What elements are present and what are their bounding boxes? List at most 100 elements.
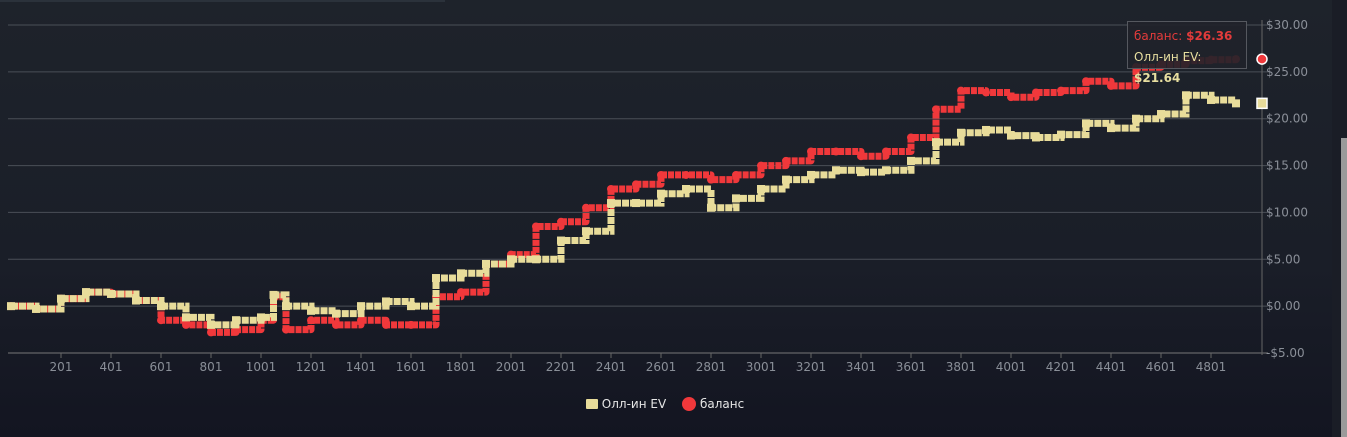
balance-point: [557, 217, 565, 226]
balance-point: [532, 222, 540, 231]
x-tick-label: 2201: [546, 360, 577, 374]
tooltip-ev-label: Олл-ин EV:: [1134, 50, 1202, 64]
balance-point: [782, 156, 790, 165]
balance-point: [207, 328, 215, 337]
y-tick-label: $5.00: [1266, 252, 1300, 266]
balance-point: [282, 325, 290, 334]
y-tick-label: -$5.00: [1266, 346, 1305, 360]
balance-point: [832, 147, 840, 156]
ev-point: [407, 302, 415, 311]
balance-point: [1107, 81, 1115, 90]
legend-item-balance[interactable]: баланс: [670, 396, 744, 411]
ev-point: [482, 259, 490, 268]
balance-point: [157, 316, 165, 325]
legend-item-ev[interactable]: Олл-ин EV: [585, 396, 667, 411]
ev-point: [982, 125, 990, 134]
ev-point: [1007, 131, 1015, 140]
x-tick-label: 2001: [496, 360, 527, 374]
ev-point: [532, 255, 540, 264]
y-tick-label: $30.00: [1266, 18, 1308, 32]
ev-point: [1032, 133, 1040, 142]
x-tick-label: 3201: [796, 360, 827, 374]
tooltip-ev-value: $21.64: [1134, 71, 1181, 85]
series-line-ev: [11, 91, 1240, 329]
x-tick-label: 4001: [996, 360, 1027, 374]
y-tick-label: $0.00: [1266, 299, 1300, 313]
line-chart: 201 401 601 801 1001 1201 1401 1601 1801 2001 2201…: [7, 18, 1308, 374]
ev-point: [932, 138, 940, 147]
balance-point: [857, 152, 865, 161]
balance-point: [407, 320, 415, 329]
legend: Олл-ин EV баланс: [0, 396, 1330, 411]
x-tick-label: 4401: [1096, 360, 1127, 374]
hover-point-ev: [1256, 97, 1268, 110]
legend-label-ev: Олл-ин EV: [601, 396, 667, 411]
x-tick-label: 801: [200, 360, 223, 374]
ev-point: [882, 166, 890, 175]
x-tick-label: 2401: [596, 360, 627, 374]
balance-point: [957, 86, 965, 95]
ev-point: [857, 168, 865, 177]
ev-point: [507, 255, 515, 264]
ev-point: [557, 236, 565, 245]
ev-point: [682, 185, 690, 193]
ev-point: [782, 175, 790, 184]
ev-point: [32, 304, 40, 313]
x-tick-label: 601: [150, 360, 173, 374]
balance-point: [732, 170, 740, 179]
y-tick-label: $10.00: [1266, 205, 1308, 219]
legend-label-balance: баланс: [699, 396, 745, 411]
y-tick-label: $25.00: [1266, 65, 1308, 79]
top-border: [0, 0, 445, 2]
ev-point: [307, 306, 315, 315]
ev-point: [182, 313, 190, 322]
balance-point: [607, 185, 615, 193]
balance-point: [807, 147, 815, 156]
x-tick-label: 3001: [746, 360, 777, 374]
ev-point: [1182, 91, 1190, 100]
ev-point: [832, 166, 840, 175]
ev-point: [807, 170, 815, 179]
balance-point: [1082, 77, 1090, 86]
balance-point: [332, 320, 340, 329]
series-group: [7, 53, 1268, 337]
balance-point: [757, 161, 765, 170]
balance-point: [657, 170, 665, 179]
ev-point: [382, 297, 390, 306]
scrollbar-thumb[interactable]: [1341, 138, 1347, 437]
ev-point: [232, 316, 240, 325]
ev-point: [632, 199, 640, 208]
x-axis: 201 401 601 801 1001 1201 1401 1601 1801 2001 2201…: [50, 353, 1226, 374]
ev-point: [257, 313, 265, 322]
balance-point: [907, 133, 915, 142]
y-axis: -$5.00 $0.00 $5.00 $10.00 $15.00 $20.00 $25.00…: [1266, 18, 1308, 360]
x-tick-label: 3401: [846, 360, 877, 374]
ev-point: [132, 296, 140, 305]
x-tick-label: 201: [50, 360, 73, 374]
x-tick-label: 401: [100, 360, 123, 374]
y-tick-label: $20.00: [1266, 112, 1308, 126]
balance-point: [357, 316, 365, 325]
x-tick-label: 1001: [246, 360, 277, 374]
balance-point: [932, 105, 940, 114]
x-tick-label: 4601: [1146, 360, 1177, 374]
ev-point: [432, 274, 440, 283]
y-tick-label: $15.00: [1266, 159, 1308, 173]
balance-point: [882, 147, 890, 156]
ev-point: [757, 185, 765, 193]
hover-point-balance: [1256, 53, 1268, 65]
ev-point: [1207, 95, 1215, 104]
x-tick-label: 3601: [896, 360, 927, 374]
balance-point: [632, 180, 640, 189]
x-tick-label: 2801: [696, 360, 727, 374]
ev-point: [107, 289, 115, 298]
ev-point: [607, 199, 615, 208]
tooltip-balance-label: баланс:: [1134, 29, 1183, 43]
balance-point: [582, 203, 590, 212]
ev-point: [582, 227, 590, 236]
x-tick-label: 4201: [1046, 360, 1077, 374]
ev-point: [1232, 99, 1240, 108]
ev-point: [657, 189, 665, 198]
balance-point: [1057, 86, 1065, 95]
balance-point: [682, 170, 690, 179]
